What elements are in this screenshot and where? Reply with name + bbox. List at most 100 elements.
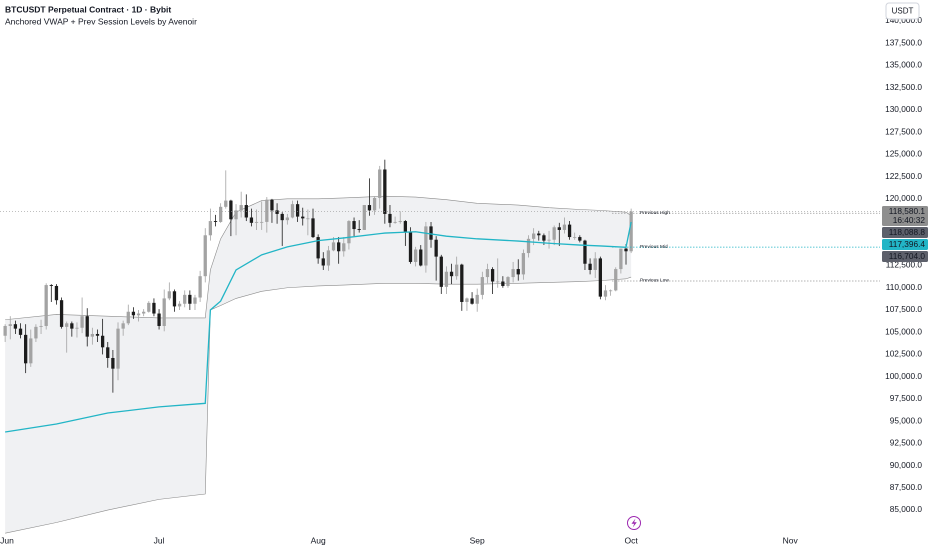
x-tick-label: Aug xyxy=(311,535,326,545)
candle-body xyxy=(162,298,166,326)
candle-body xyxy=(208,221,213,236)
y-tick-label: 127,500.0 xyxy=(885,126,922,136)
candle-body xyxy=(100,335,105,348)
price-label-box xyxy=(882,205,928,226)
events-icon[interactable] xyxy=(627,516,641,530)
candle-body xyxy=(357,229,361,230)
candle-body xyxy=(398,221,402,222)
candle-body xyxy=(8,324,12,326)
price-label-box xyxy=(882,250,928,262)
candle-body xyxy=(439,256,443,287)
candle-body xyxy=(511,269,515,278)
candle-body xyxy=(578,237,582,241)
level-label: Previous High xyxy=(640,210,670,216)
candle-body xyxy=(485,269,490,278)
candle-body xyxy=(265,199,269,222)
candle-body xyxy=(465,298,469,302)
y-tick-label: 105,000.0 xyxy=(885,326,922,336)
level-label: Previous Mid xyxy=(640,244,668,250)
y-tick-label: 130,000.0 xyxy=(885,104,922,114)
candle-body xyxy=(506,277,510,286)
candle-body xyxy=(557,227,561,230)
candle-body xyxy=(501,281,505,286)
candle-body xyxy=(44,285,48,326)
candle-body xyxy=(75,327,79,329)
candle-body xyxy=(260,221,264,223)
candle-body xyxy=(496,281,500,283)
y-tick-label: 137,500.0 xyxy=(885,37,922,47)
candle-body xyxy=(275,210,279,214)
candle-body xyxy=(455,264,459,277)
candle-body xyxy=(311,218,315,238)
candle-body xyxy=(567,224,572,238)
candle-body xyxy=(34,326,38,339)
x-tick-label: Sep xyxy=(470,535,485,545)
candle-body xyxy=(378,169,382,198)
upper-band-line xyxy=(5,195,632,321)
candle-body xyxy=(167,291,171,299)
candle-body xyxy=(218,206,223,222)
candle-body xyxy=(111,357,115,369)
candle-body xyxy=(95,333,100,336)
countdown-text: 16:40:32 xyxy=(893,215,926,225)
y-tick-label: 120,000.0 xyxy=(885,193,922,203)
candle-body xyxy=(54,285,59,301)
candle-body xyxy=(254,221,259,223)
candle-body xyxy=(49,285,53,286)
events-icon-bolt[interactable] xyxy=(631,518,637,528)
currency-label[interactable]: USDT xyxy=(892,7,914,16)
candle-body xyxy=(603,290,608,297)
candle-body xyxy=(608,290,613,292)
y-tick-label: 125,000.0 xyxy=(885,149,922,159)
y-tick-label: 100,000.0 xyxy=(885,371,922,381)
x-tick-label: Nov xyxy=(783,535,799,545)
candle-body xyxy=(131,311,136,316)
candle-body xyxy=(249,217,254,223)
candle-body xyxy=(537,233,541,236)
candle-body xyxy=(321,258,325,266)
candle-body xyxy=(203,235,207,277)
chart-subtitle: Anchored VWAP + Prev Session Levels by A… xyxy=(5,16,197,26)
candle-body xyxy=(562,224,567,230)
candle-body xyxy=(480,277,484,295)
y-tick-label: 92,500.0 xyxy=(890,438,923,448)
candle-body xyxy=(434,239,438,257)
candle-body xyxy=(593,258,597,270)
candle-body xyxy=(526,238,531,254)
candle-body xyxy=(388,213,392,223)
price-label-box xyxy=(882,238,928,250)
y-tick-label: 110,000.0 xyxy=(886,282,923,292)
candle-body xyxy=(157,313,161,326)
candle-body xyxy=(573,237,577,238)
candle-body xyxy=(172,291,177,307)
candle-body xyxy=(213,221,218,222)
x-tick-label: Jul xyxy=(154,535,165,545)
candle-body xyxy=(383,169,387,214)
candle-body xyxy=(224,200,228,207)
candle-body xyxy=(393,221,397,223)
currency-button[interactable] xyxy=(885,2,920,20)
candle-body xyxy=(316,237,320,259)
candle-body xyxy=(126,311,130,324)
candle-body xyxy=(142,311,146,314)
candle-body xyxy=(39,325,43,327)
x-tick-label: Oct xyxy=(625,535,639,545)
candle-body xyxy=(372,197,377,211)
candle-body xyxy=(542,235,546,241)
y-tick-label: 107,500.0 xyxy=(885,304,922,314)
candle-body xyxy=(403,221,408,232)
candle-body xyxy=(470,298,474,304)
candle-body xyxy=(331,242,336,251)
candle-body xyxy=(239,205,243,211)
candle-body xyxy=(65,323,69,327)
candle-body xyxy=(449,271,454,277)
candle-body xyxy=(24,334,28,364)
candle-body xyxy=(3,325,7,336)
y-tick-label: 95,000.0 xyxy=(890,415,923,425)
candle-body xyxy=(70,323,74,329)
y-tick-label: 102,500.0 xyxy=(885,349,922,359)
y-tick-label: 85,000.0 xyxy=(890,504,923,514)
candle-body xyxy=(152,302,156,314)
price-label-text: 118,580.1 xyxy=(889,206,926,216)
